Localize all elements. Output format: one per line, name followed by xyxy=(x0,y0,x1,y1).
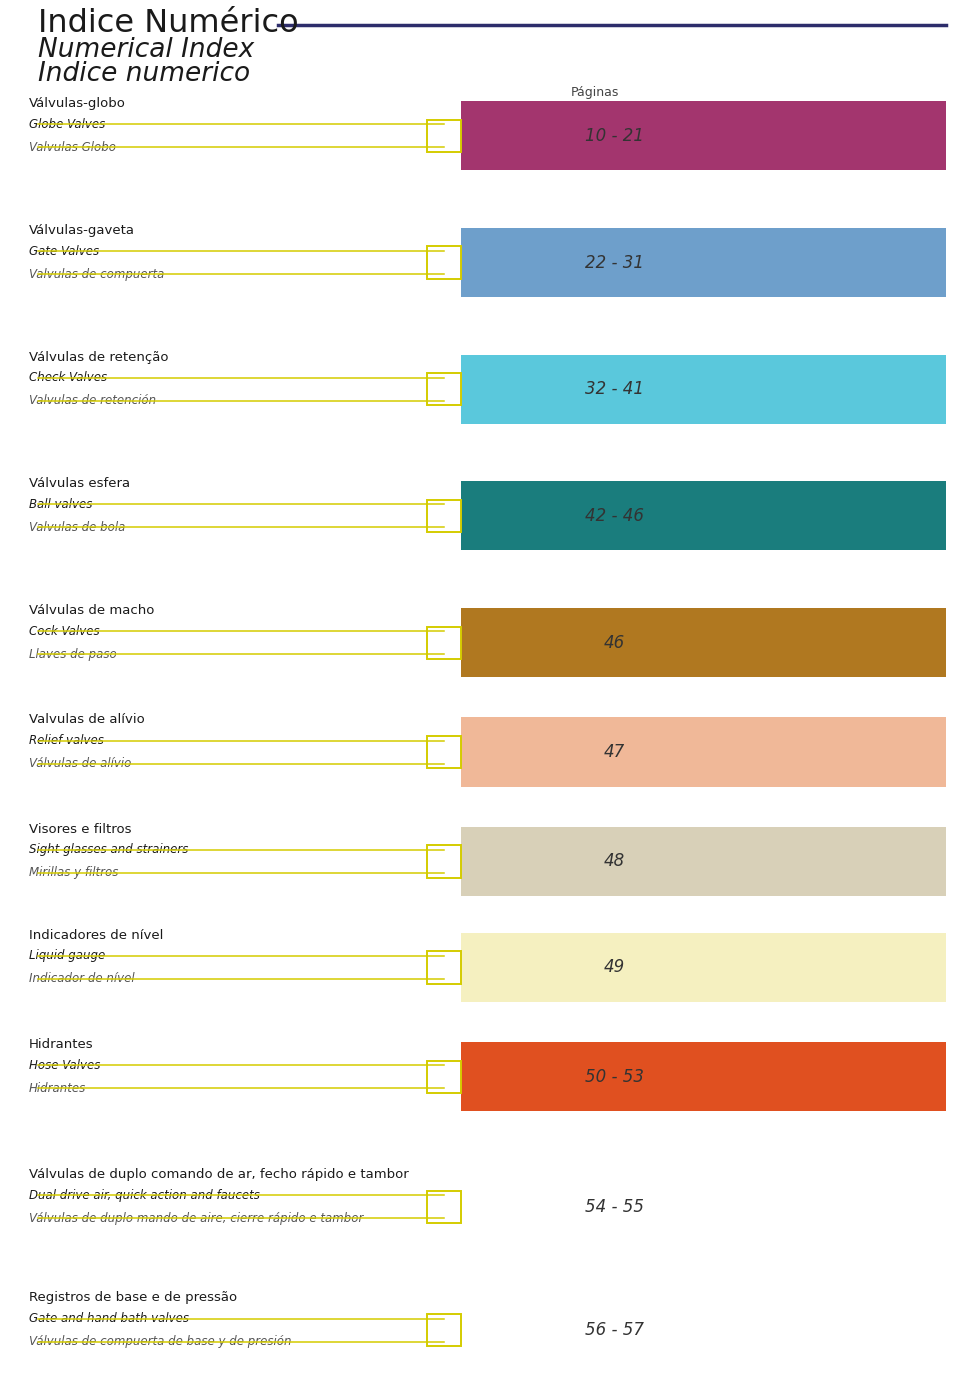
Text: Valvulas de retención: Valvulas de retención xyxy=(29,394,156,407)
Text: 22 - 31: 22 - 31 xyxy=(585,254,644,272)
Text: Válvulas de duplo comando de ar, fecho rápido e tambor: Válvulas de duplo comando de ar, fecho r… xyxy=(29,1169,409,1181)
Text: Válvulas-gaveta: Válvulas-gaveta xyxy=(29,224,134,237)
Bar xyxy=(461,228,946,297)
Bar xyxy=(461,933,946,1002)
Text: Hidrantes: Hidrantes xyxy=(29,1082,86,1095)
Text: Indice numerico: Indice numerico xyxy=(38,61,251,86)
Text: Valvulas de alívio: Valvulas de alívio xyxy=(29,713,145,726)
Bar xyxy=(461,355,946,423)
Text: Válvulas de compuerta de base y de presión: Válvulas de compuerta de base y de presi… xyxy=(29,1334,291,1348)
Text: Relief valves: Relief valves xyxy=(29,734,104,747)
Text: Hose Valves: Hose Valves xyxy=(29,1059,100,1071)
Text: Dual drive air, quick action and faucets: Dual drive air, quick action and faucets xyxy=(29,1190,259,1202)
Text: 42 - 46: 42 - 46 xyxy=(585,507,644,525)
Text: 56 - 57: 56 - 57 xyxy=(585,1321,644,1339)
Text: Valvulas de compuerta: Valvulas de compuerta xyxy=(29,267,164,280)
Text: Numerical Index: Numerical Index xyxy=(38,36,254,63)
Text: 47: 47 xyxy=(604,742,625,761)
Text: Valvulas de bola: Valvulas de bola xyxy=(29,521,125,534)
Bar xyxy=(461,609,946,677)
Text: Válvulas de duplo mando de aire, cierre rápido e tambor: Válvulas de duplo mando de aire, cierre … xyxy=(29,1212,363,1224)
Text: 10 - 21: 10 - 21 xyxy=(585,127,644,145)
Bar xyxy=(461,1042,946,1112)
Bar xyxy=(461,1295,946,1365)
Text: Mirillas y filtros: Mirillas y filtros xyxy=(29,866,118,879)
Text: Cock Valves: Cock Valves xyxy=(29,624,100,638)
Bar xyxy=(461,102,946,170)
Text: Sight glasses and strainers: Sight glasses and strainers xyxy=(29,843,188,857)
Text: Válvulas-globo: Válvulas-globo xyxy=(29,98,126,110)
Text: Válvulas esfera: Válvulas esfera xyxy=(29,478,130,490)
Text: Indice Numérico: Indice Numérico xyxy=(38,8,299,39)
Text: Páginas
Pages: Páginas Pages xyxy=(571,86,619,116)
Text: Gate and hand bath valves: Gate and hand bath valves xyxy=(29,1312,189,1325)
Text: 48: 48 xyxy=(604,853,625,871)
Bar xyxy=(461,717,946,787)
Text: Valvulas Globo: Valvulas Globo xyxy=(29,141,116,153)
Text: 46: 46 xyxy=(604,634,625,652)
Text: Válvulas de macho: Válvulas de macho xyxy=(29,605,155,617)
Bar xyxy=(461,827,946,896)
Text: Gate Valves: Gate Valves xyxy=(29,245,99,258)
Bar xyxy=(461,1173,946,1241)
Text: 54 - 55: 54 - 55 xyxy=(585,1198,644,1216)
Text: Válvulas de retenção: Válvulas de retenção xyxy=(29,351,168,364)
Text: 50 - 53: 50 - 53 xyxy=(585,1068,644,1085)
Text: Indicadores de nível: Indicadores de nível xyxy=(29,929,163,942)
Text: 49: 49 xyxy=(604,958,625,976)
Text: Check Valves: Check Valves xyxy=(29,372,107,384)
Text: Indicador de nível: Indicador de nível xyxy=(29,972,134,985)
Text: Llaves de paso: Llaves de paso xyxy=(29,648,116,660)
Text: Registros de base e de pressão: Registros de base e de pressão xyxy=(29,1291,237,1304)
Text: Válvulas de alívio: Válvulas de alívio xyxy=(29,756,132,770)
Text: Globe Valves: Globe Valves xyxy=(29,118,105,131)
Text: 32 - 41: 32 - 41 xyxy=(585,380,644,398)
Text: Liquid gauge: Liquid gauge xyxy=(29,950,105,963)
Bar xyxy=(461,482,946,550)
Text: Hidrantes: Hidrantes xyxy=(29,1038,93,1052)
Text: Visores e filtros: Visores e filtros xyxy=(29,823,132,836)
Text: Ball valves: Ball valves xyxy=(29,497,92,511)
